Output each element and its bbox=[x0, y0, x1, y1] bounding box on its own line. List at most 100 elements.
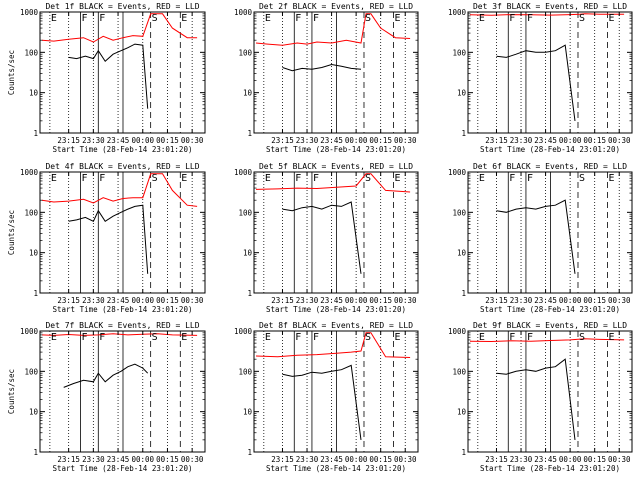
events-series-line bbox=[496, 199, 576, 274]
lld-series-line bbox=[469, 338, 625, 343]
events-series-line bbox=[63, 363, 149, 388]
plot-frame bbox=[253, 11, 419, 134]
x-tick-label: 23:45 bbox=[534, 455, 557, 464]
x-tick-label: 00:30 bbox=[394, 455, 417, 464]
x-axis-label: Start Time (28-Feb-14 23:01:20) bbox=[480, 305, 620, 314]
segment-marker-label: F bbox=[313, 173, 319, 184]
segment-marker-label: E bbox=[51, 13, 57, 24]
chart-panel-5: Det 5f BLACK = Events, RED = LLD 1 10 100 10… bbox=[234, 162, 419, 314]
segment-marker-label: F bbox=[527, 13, 533, 24]
lld-series-line bbox=[255, 173, 411, 193]
segment-marker-label: S bbox=[365, 173, 371, 184]
plot-frame bbox=[467, 171, 633, 294]
y-tick-label: 10 bbox=[457, 249, 467, 258]
events-series-line bbox=[282, 364, 362, 440]
segment-marker-label: S bbox=[152, 332, 158, 343]
x-tick-label: 00:15 bbox=[369, 296, 392, 305]
y-tick-label: 1000 bbox=[234, 327, 253, 336]
y-tick-label: 1000 bbox=[20, 8, 39, 17]
x-tick-label: 00:00 bbox=[345, 136, 368, 145]
events-series-line bbox=[68, 204, 149, 274]
segment-marker-label: E bbox=[265, 332, 271, 343]
x-tick-label: 00:00 bbox=[345, 296, 368, 305]
x-tick-label: 00:00 bbox=[131, 136, 154, 145]
segment-marker-label: F bbox=[509, 173, 515, 184]
x-tick-label: 00:15 bbox=[156, 296, 179, 305]
x-tick-label: 00:30 bbox=[608, 296, 631, 305]
y-tick-label: 1000 bbox=[20, 327, 39, 336]
segment-marker-label: S bbox=[365, 332, 371, 343]
chart-title: Det 2f BLACK = Events, RED = LLD bbox=[259, 2, 413, 11]
x-tick-label: 23:45 bbox=[107, 455, 130, 464]
y-tick-label: 1 bbox=[247, 289, 252, 298]
x-axis-label: Start Time (28-Feb-14 23:01:20) bbox=[480, 145, 620, 154]
y-tick-label: 10 bbox=[243, 89, 253, 98]
x-tick-label: 23:30 bbox=[82, 455, 105, 464]
x-tick-label: 00:15 bbox=[156, 136, 179, 145]
y-tick-label: 100 bbox=[24, 208, 38, 217]
x-tick-label: 23:45 bbox=[534, 296, 557, 305]
segment-marker-label: F bbox=[295, 13, 301, 24]
plot-frame bbox=[467, 11, 633, 134]
x-tick-label: 00:15 bbox=[583, 296, 606, 305]
plot-frame bbox=[39, 11, 206, 134]
segment-marker-label: S bbox=[579, 332, 585, 343]
x-tick-label: 23:30 bbox=[296, 296, 319, 305]
segment-marker-label: E bbox=[394, 332, 400, 343]
x-tick-label: 23:30 bbox=[82, 136, 105, 145]
x-tick-label: 23:15 bbox=[57, 296, 80, 305]
chart-title: Det 4f BLACK = Events, RED = LLD bbox=[45, 162, 199, 171]
x-tick-label: 00:30 bbox=[394, 136, 417, 145]
y-axis-label: Counts/sec bbox=[7, 369, 16, 414]
x-axis-label: Start Time (28-Feb-14 23:01:20) bbox=[53, 145, 193, 154]
lld-series-line bbox=[255, 332, 411, 358]
x-tick-label: 23:45 bbox=[534, 136, 557, 145]
y-tick-label: 10 bbox=[457, 408, 467, 417]
y-axis-label: Counts/sec bbox=[7, 50, 16, 95]
chart-panel-7: Det 7f BLACK = Events, RED = LLD 1 10 100 10… bbox=[7, 321, 206, 473]
x-tick-label: 23:15 bbox=[485, 296, 508, 305]
segment-marker-label: F bbox=[99, 13, 105, 24]
y-tick-label: 1000 bbox=[20, 168, 39, 177]
segment-marker-label: S bbox=[152, 13, 158, 24]
segment-marker-label: S bbox=[365, 13, 371, 24]
x-tick-label: 23:30 bbox=[82, 296, 105, 305]
x-tick-label: 00:30 bbox=[608, 455, 631, 464]
segment-marker-label: E bbox=[51, 173, 57, 184]
segment-marker-label: F bbox=[295, 173, 301, 184]
chart-panel-3: Det 3f BLACK = Events, RED = LLD 1 10 100 10… bbox=[448, 2, 633, 154]
segment-marker-label: E bbox=[51, 332, 57, 343]
segment-marker-label: E bbox=[394, 173, 400, 184]
segment-marker-label: S bbox=[152, 173, 158, 184]
x-tick-label: 00:30 bbox=[181, 136, 204, 145]
plot-frame bbox=[39, 171, 206, 294]
y-tick-label: 100 bbox=[238, 367, 252, 376]
x-tick-label: 00:00 bbox=[559, 455, 582, 464]
lld-series-line bbox=[255, 13, 411, 46]
y-tick-label: 1 bbox=[33, 289, 38, 298]
chart-panel-9: Det 9f BLACK = Events, RED = LLD 1 10 100 10… bbox=[448, 321, 633, 473]
segment-marker-label: E bbox=[265, 13, 271, 24]
chart-panel-1: Det 1f BLACK = Events, RED = LLD 1 10 100 10… bbox=[7, 2, 206, 154]
y-tick-label: 10 bbox=[243, 408, 253, 417]
x-tick-label: 00:30 bbox=[181, 296, 204, 305]
y-tick-label: 10 bbox=[29, 89, 39, 98]
x-tick-label: 00:00 bbox=[559, 296, 582, 305]
x-tick-label: 23:45 bbox=[107, 136, 130, 145]
segment-marker-label: F bbox=[313, 13, 319, 24]
x-tick-label: 23:15 bbox=[271, 296, 294, 305]
chart-panel-6: Det 6f BLACK = Events, RED = LLD 1 10 100 10… bbox=[448, 162, 633, 314]
y-tick-label: 1 bbox=[461, 289, 466, 298]
chart-panel-8: Det 8f BLACK = Events, RED = LLD 1 10 100 10… bbox=[234, 321, 419, 473]
y-tick-label: 1 bbox=[33, 448, 38, 457]
chart-title: Det 7f BLACK = Events, RED = LLD bbox=[45, 321, 199, 330]
x-tick-label: 23:45 bbox=[107, 296, 130, 305]
y-tick-label: 100 bbox=[452, 367, 466, 376]
x-tick-label: 00:15 bbox=[369, 136, 392, 145]
y-axis-label: Counts/sec bbox=[7, 210, 16, 255]
x-tick-label: 23:30 bbox=[510, 455, 533, 464]
x-tick-label: 00:30 bbox=[181, 455, 204, 464]
segment-marker-label: F bbox=[82, 13, 88, 24]
segment-marker-label: F bbox=[82, 332, 88, 343]
